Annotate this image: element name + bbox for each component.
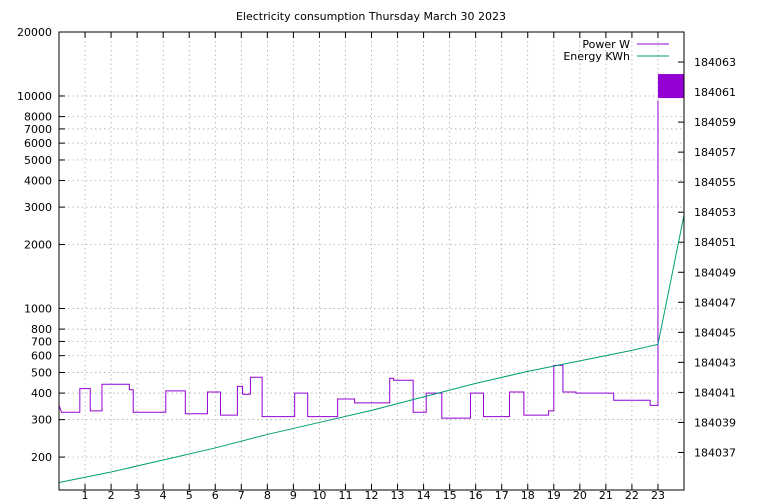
y-tick-label: 200 xyxy=(31,451,52,464)
y2-axis-ticks: 184037 184039 184041 184043 184045 184047 1840… xyxy=(678,56,736,459)
y-tick-label: 700 xyxy=(31,335,52,348)
y-tick-label: 6000 xyxy=(24,137,52,150)
plot-frame xyxy=(58,31,685,491)
y-tick-label: 1000 xyxy=(24,303,52,316)
y-tick-label: 10000 xyxy=(17,90,52,103)
y-tick-label: 600 xyxy=(31,350,52,363)
y-tick-label: 400 xyxy=(31,387,52,400)
chart-title: Electricity consumption Thursday March 3… xyxy=(236,10,506,23)
x-tick-label: 19 xyxy=(547,489,561,500)
x-tick-label: 15 xyxy=(443,489,457,500)
y-tick-label: 4000 xyxy=(24,175,52,188)
x-tick-label: 9 xyxy=(290,489,297,500)
grid-lines xyxy=(59,31,684,490)
x-tick-label: 6 xyxy=(212,489,219,500)
y-tick-label: 3000 xyxy=(24,201,52,214)
y2-tick-label: 184039 xyxy=(694,416,736,429)
y2-tick-label: 184057 xyxy=(694,146,736,159)
x-tick-label: 17 xyxy=(495,489,509,500)
legend-label: Power W xyxy=(582,38,630,51)
energy-series-line xyxy=(59,215,684,483)
x-tick-label: 11 xyxy=(338,489,352,500)
x-tick-label: 3 xyxy=(134,489,141,500)
y2-tick-label: 184053 xyxy=(694,206,736,219)
x-tick-label: 4 xyxy=(160,489,167,500)
y2-tick-label: 184047 xyxy=(694,296,736,309)
x-tick-label: 20 xyxy=(573,489,587,500)
y2-tick-label: 184037 xyxy=(694,446,736,459)
y-tick-label: 500 xyxy=(31,366,52,379)
x-tick-label: 21 xyxy=(599,489,613,500)
y2-tick-label: 184051 xyxy=(694,236,736,249)
x-tick-label: 8 xyxy=(264,489,271,500)
x-tick-label: 14 xyxy=(417,489,431,500)
y-tick-label: 800 xyxy=(31,323,52,336)
y2-tick-label: 184059 xyxy=(694,116,736,129)
x-tick-label: 10 xyxy=(312,489,326,500)
x-tick-label: 5 xyxy=(186,489,193,500)
y2-tick-label: 184041 xyxy=(694,386,736,399)
x-tick-label: 22 xyxy=(625,489,639,500)
y-tick-label: 300 xyxy=(31,414,52,427)
x-tick-label: 1 xyxy=(82,489,89,500)
series-layer xyxy=(59,74,684,483)
x-tick-label: 16 xyxy=(469,489,483,500)
y2-tick-label: 184049 xyxy=(694,266,736,279)
x-tick-label: 2 xyxy=(108,489,115,500)
y-tick-label: 8000 xyxy=(24,111,52,124)
series-group xyxy=(59,74,684,483)
y-tick-label: 5000 xyxy=(24,154,52,167)
y-tick-label: 7000 xyxy=(24,123,52,136)
y2-tick-label: 184043 xyxy=(694,356,736,369)
x-tick-label: 23 xyxy=(651,489,665,500)
y-tick-label: 2000 xyxy=(24,239,52,252)
y2-tick-label: 184061 xyxy=(694,86,736,99)
power-series-line xyxy=(59,100,659,419)
x-tick-label: 18 xyxy=(521,489,535,500)
y2-tick-label: 184055 xyxy=(694,176,736,189)
x-tick-label: 7 xyxy=(238,489,245,500)
y-tick-label: 20000 xyxy=(17,26,52,39)
y2-tick-label: 184063 xyxy=(694,56,736,69)
power-box-mark xyxy=(657,74,684,99)
x-axis-ticks: 1 2 3 4 5 6 7 8 9 10 11 12 13 14 15 16 17 18 19 20 21 22 23 xyxy=(82,32,665,500)
legend-label: Energy KWh xyxy=(563,50,630,63)
x-tick-label: 12 xyxy=(365,489,379,500)
y2-tick-label: 184045 xyxy=(694,326,736,339)
x-tick-label: 13 xyxy=(391,489,405,500)
